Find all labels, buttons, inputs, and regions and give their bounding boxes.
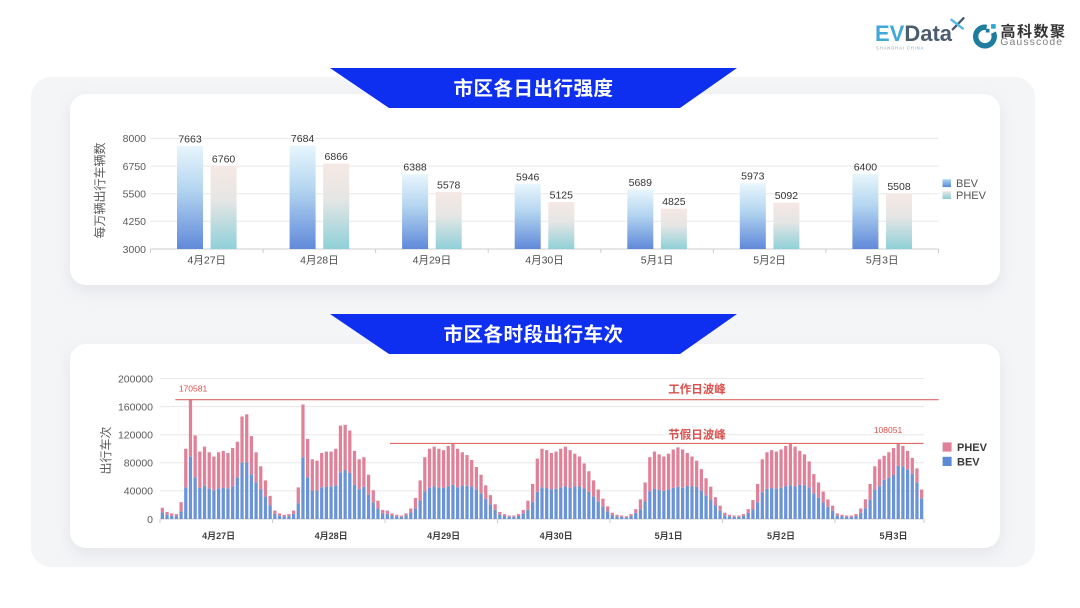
- svg-text:5500: 5500: [123, 189, 147, 201]
- svg-text:170581: 170581: [179, 384, 208, 394]
- svg-text:6866: 6866: [325, 151, 349, 163]
- svg-text:5973: 5973: [741, 171, 765, 183]
- svg-text:6400: 6400: [854, 161, 878, 173]
- svg-text:6750: 6750: [123, 161, 147, 173]
- svg-text:7663: 7663: [178, 133, 202, 145]
- svg-text:4月27日: 4月27日: [202, 531, 235, 541]
- svg-text:6760: 6760: [212, 153, 236, 165]
- svg-text:5508: 5508: [887, 181, 911, 193]
- svg-text:每万辆出行车辆数: 每万辆出行车辆数: [92, 142, 107, 238]
- svg-text:108051: 108051: [874, 425, 903, 435]
- svg-text:高科数聚: 高科数聚: [1001, 22, 1067, 40]
- svg-text:工作日波峰: 工作日波峰: [668, 382, 726, 396]
- svg-text:5946: 5946: [516, 171, 540, 183]
- svg-text:4月30日: 4月30日: [525, 255, 564, 267]
- svg-text:4月29日: 4月29日: [427, 531, 460, 541]
- svg-text:200000: 200000: [118, 373, 153, 385]
- svg-text:120000: 120000: [118, 430, 153, 442]
- svg-text:5125: 5125: [550, 190, 574, 202]
- svg-text:80000: 80000: [124, 458, 153, 470]
- svg-text:4250: 4250: [123, 216, 147, 228]
- svg-text:3000: 3000: [123, 244, 147, 256]
- svg-text:5689: 5689: [629, 177, 653, 189]
- svg-text:4月30日: 4月30日: [540, 531, 573, 541]
- svg-text:7684: 7684: [291, 133, 315, 145]
- svg-text:4月29日: 4月29日: [413, 255, 452, 267]
- svg-text:5月3日: 5月3日: [866, 255, 899, 267]
- svg-text:5092: 5092: [775, 190, 799, 202]
- svg-text:节假日波峰: 节假日波峰: [668, 428, 726, 442]
- svg-text:40000: 40000: [124, 486, 153, 498]
- svg-text:4825: 4825: [662, 196, 686, 208]
- svg-text:EVData: EVData: [875, 21, 953, 46]
- svg-text:8000: 8000: [123, 133, 147, 145]
- svg-text:5月1日: 5月1日: [641, 255, 674, 267]
- svg-text:PHEV: PHEV: [957, 442, 988, 454]
- svg-text:PHEV: PHEV: [956, 190, 987, 202]
- svg-text:6388: 6388: [403, 162, 427, 174]
- svg-text:4月28日: 4月28日: [315, 531, 348, 541]
- svg-text:5578: 5578: [437, 180, 461, 192]
- svg-text:BEV: BEV: [957, 457, 980, 469]
- svg-text:160000: 160000: [118, 401, 153, 413]
- svg-text:5月2日: 5月2日: [753, 255, 786, 267]
- svg-text:出行车次: 出行车次: [98, 426, 113, 474]
- svg-text:Gausscode: Gausscode: [1000, 36, 1063, 48]
- svg-text:0: 0: [147, 514, 153, 526]
- svg-text:5月1日: 5月1日: [655, 531, 683, 541]
- svg-text:4月28日: 4月28日: [300, 255, 339, 267]
- svg-text:5月2日: 5月2日: [767, 531, 795, 541]
- svg-text:SHANGHAI CHINA: SHANGHAI CHINA: [876, 46, 924, 51]
- svg-text:4月27日: 4月27日: [188, 255, 227, 267]
- svg-text:BEV: BEV: [956, 178, 979, 190]
- svg-text:5月3日: 5月3日: [879, 531, 907, 541]
